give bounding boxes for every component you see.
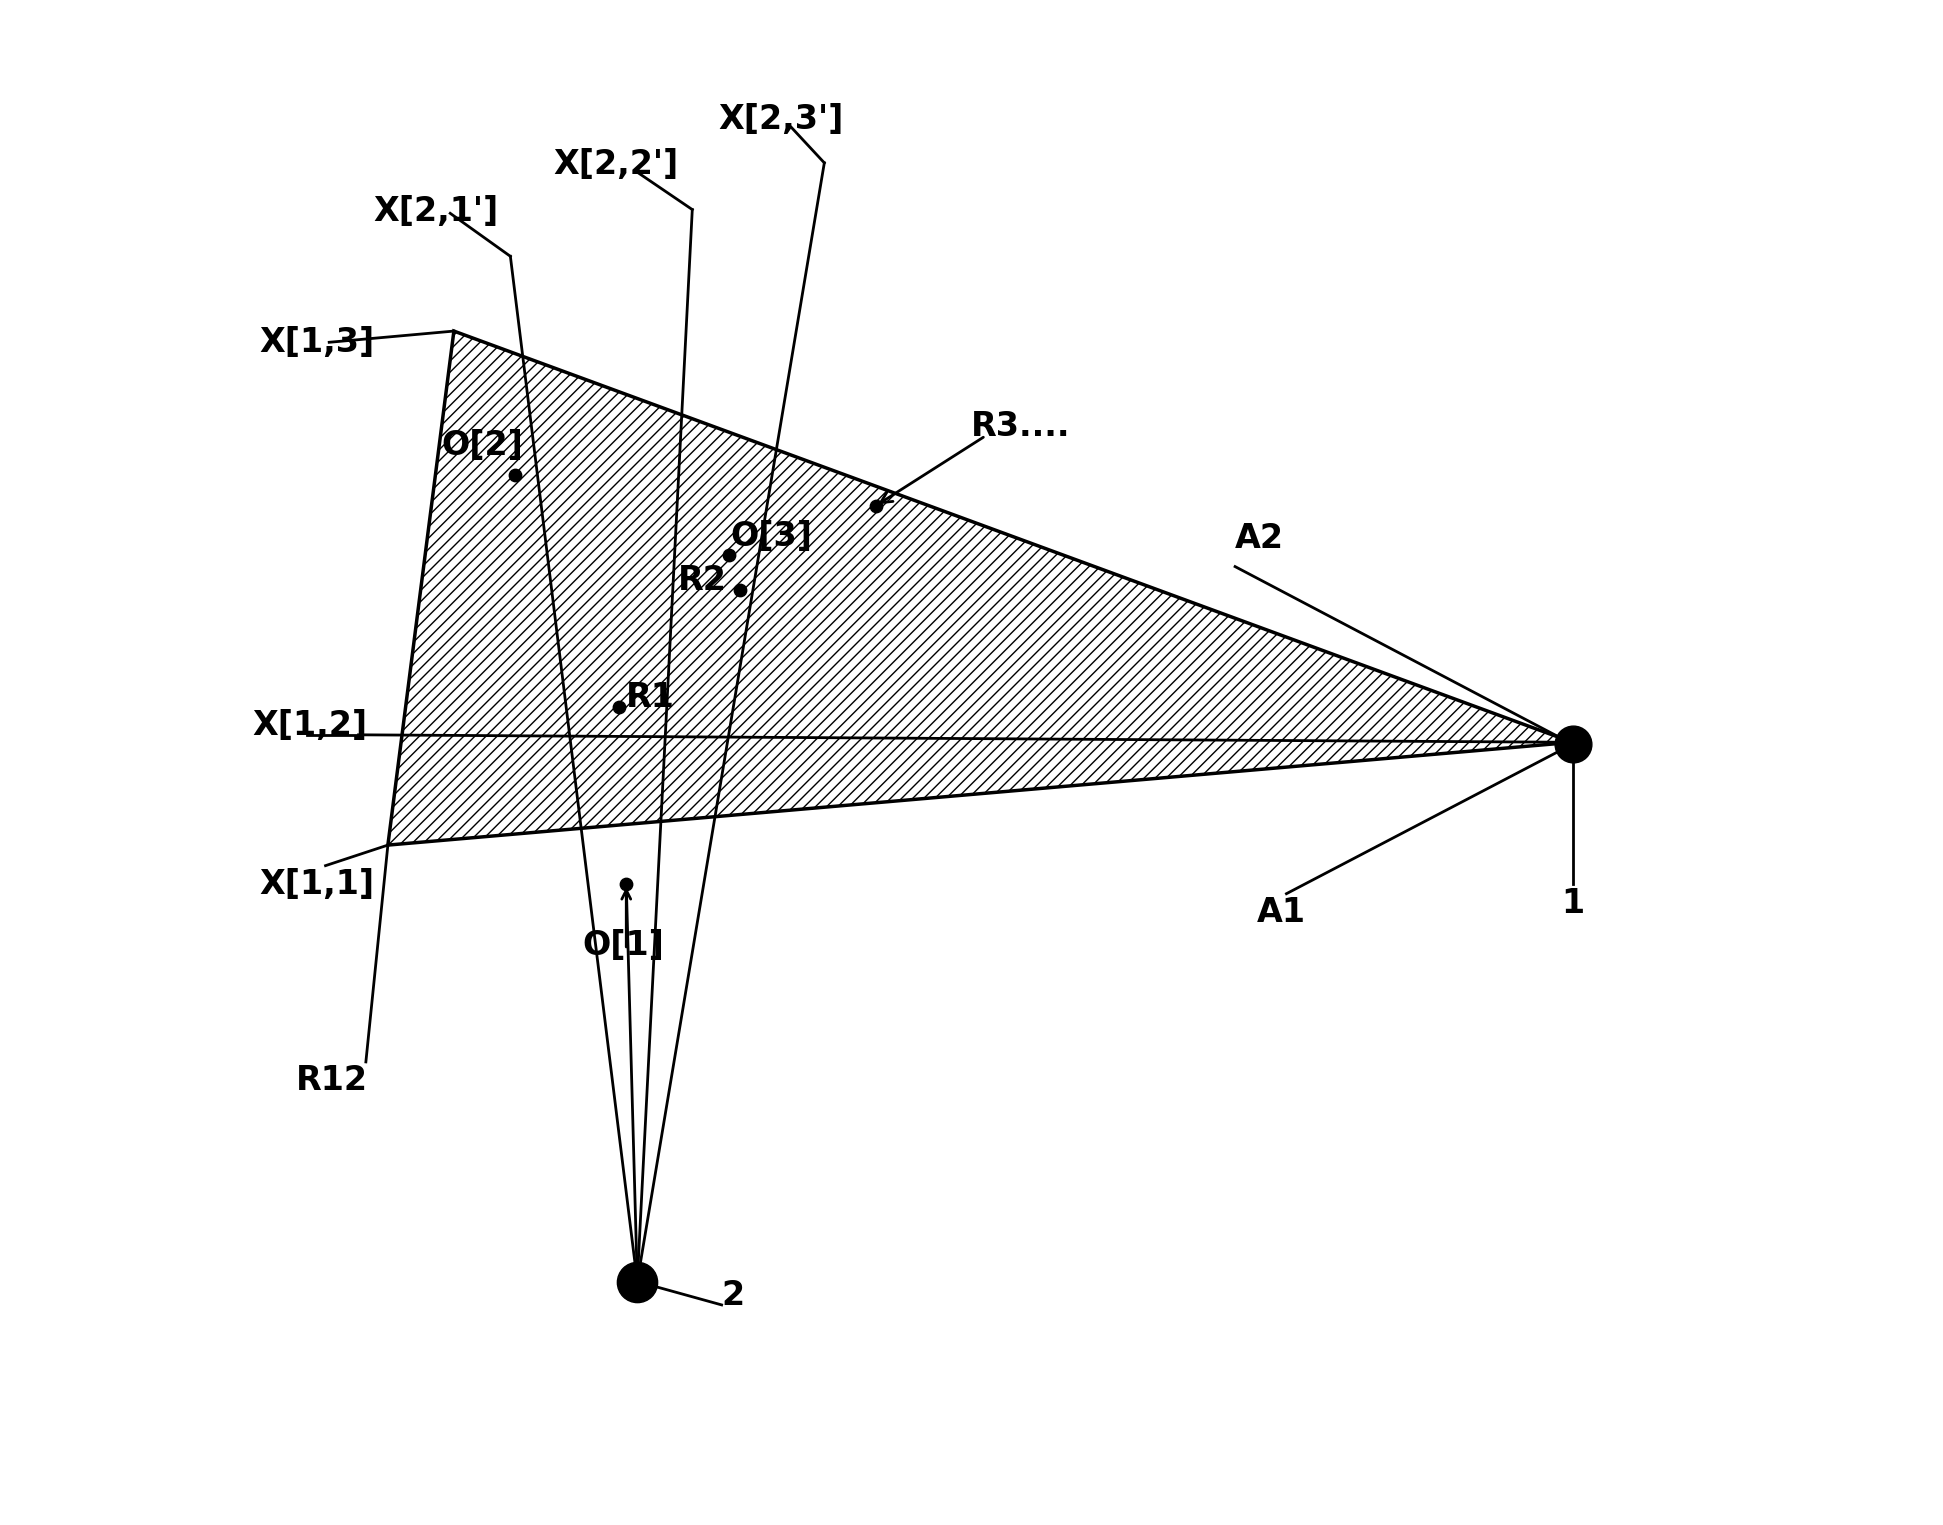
Text: R2: R2: [678, 564, 727, 598]
Text: X[2,3']: X[2,3']: [719, 104, 843, 136]
Point: [622, 1269, 653, 1293]
Text: X[2,1']: X[2,1']: [373, 195, 499, 227]
Text: X[1,3]: X[1,3]: [260, 326, 375, 358]
Text: O[1]: O[1]: [583, 929, 665, 962]
Point: [610, 872, 641, 897]
Text: X[1,2]: X[1,2]: [253, 709, 367, 743]
Text: 1: 1: [1560, 886, 1584, 920]
Text: A1: A1: [1257, 895, 1306, 929]
Text: X[2,2']: X[2,2']: [554, 148, 678, 181]
Text: 2: 2: [721, 1279, 744, 1312]
Point: [604, 694, 635, 718]
Text: O[2]: O[2]: [441, 429, 523, 462]
Point: [1556, 732, 1587, 756]
Point: [861, 494, 892, 518]
Polygon shape: [389, 331, 1572, 845]
Text: X[1,1]: X[1,1]: [260, 868, 375, 901]
Text: R1: R1: [626, 682, 674, 714]
Text: R3....: R3....: [972, 410, 1071, 442]
Text: O[3]: O[3]: [731, 520, 812, 554]
Text: R12: R12: [295, 1064, 367, 1096]
Point: [713, 543, 744, 567]
Point: [725, 578, 756, 602]
Point: [499, 462, 530, 486]
Text: A2: A2: [1236, 522, 1284, 555]
